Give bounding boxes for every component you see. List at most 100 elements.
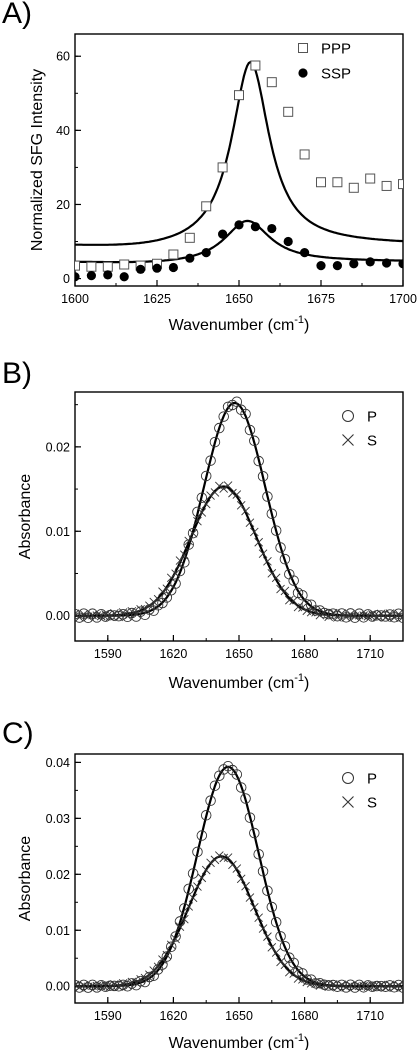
- data-point-p: [279, 940, 291, 952]
- data-point-p: [266, 508, 278, 520]
- data-point-s: [236, 874, 246, 884]
- data-point-s: [197, 508, 207, 517]
- data-point-p: [231, 396, 243, 407]
- data-point-p: [144, 971, 155, 983]
- x-axis-title-main: Wavenumber (cm: [169, 1035, 295, 1050]
- data-point-ppp: [348, 182, 359, 193]
- data-point-ppp: [266, 77, 277, 88]
- data-point-s: [249, 527, 259, 537]
- data-point-s: [223, 853, 233, 862]
- data-point-ppp: [119, 259, 130, 270]
- data-point-p: [200, 470, 212, 482]
- data-point-p: [187, 527, 199, 539]
- plot-area: [75, 60, 403, 282]
- data-point-s: [110, 609, 119, 618]
- data-point-ssp: [316, 261, 326, 271]
- data-point-s: [267, 942, 277, 952]
- data-point-p: [170, 931, 181, 942]
- data-point-s: [271, 948, 281, 957]
- legend-label-p: P: [367, 409, 377, 426]
- data-point-s: [88, 981, 97, 991]
- data-point-s: [263, 932, 272, 941]
- x-tick-label: 1650: [225, 292, 253, 306]
- data-point-ssp: [283, 236, 293, 247]
- data-point-ssp: [365, 257, 375, 267]
- data-point-s: [96, 611, 106, 621]
- data-point-p: [113, 610, 124, 622]
- data-point-p: [375, 610, 387, 621]
- data-point-s: [184, 902, 194, 911]
- y-tick-label: 0.02: [46, 440, 70, 454]
- data-point-ppp: [316, 177, 326, 188]
- legend-label-p: P: [367, 771, 377, 788]
- data-point-p: [183, 883, 194, 895]
- data-point-s: [114, 982, 124, 991]
- data-point-s: [197, 873, 207, 883]
- data-point-s: [363, 612, 373, 621]
- data-point-p: [109, 610, 120, 621]
- data-point-p: [292, 966, 304, 977]
- data-point-s: [193, 882, 202, 891]
- data-point-s: [254, 913, 263, 923]
- x-tick-label: 1620: [159, 1009, 187, 1023]
- data-point-s: [315, 610, 325, 620]
- data-point-s: [140, 973, 150, 983]
- data-point-ssp: [136, 264, 146, 274]
- legend-marker-s: [342, 796, 354, 808]
- legend-label-s: S: [367, 433, 377, 450]
- data-point-s: [201, 499, 211, 509]
- x-tick-label: 1650: [225, 647, 253, 661]
- data-point-p: [205, 455, 216, 466]
- data-point-ssp: [234, 220, 244, 230]
- x-axis-title-sup: -1: [294, 672, 304, 684]
- data-point-p: [249, 435, 260, 447]
- y-tick-label: 0.03: [46, 812, 70, 826]
- data-point-s: [232, 864, 242, 873]
- data-point-s: [298, 603, 307, 612]
- data-point-p: [275, 542, 286, 553]
- data-point-ppp: [201, 201, 212, 212]
- data-point-s: [201, 865, 211, 875]
- data-point-s: [394, 980, 403, 990]
- data-point-s: [372, 612, 382, 622]
- data-point-s: [245, 518, 255, 527]
- data-point-p: [244, 812, 256, 823]
- data-point-ssp: [75, 272, 80, 282]
- data-point-s: [75, 613, 84, 622]
- data-point-ssp: [103, 270, 113, 280]
- data-point-s: [328, 980, 338, 989]
- data-point-p: [209, 436, 221, 448]
- data-point-s: [394, 609, 403, 619]
- data-point-s: [149, 597, 159, 607]
- data-point-s: [333, 983, 342, 992]
- data-point-ssp: [218, 229, 228, 239]
- legend-marker-ssp: [298, 68, 308, 78]
- data-point-s: [311, 608, 320, 617]
- y-tick-label: 0.01: [46, 525, 70, 539]
- fit-curve-ppp: [75, 60, 403, 246]
- y-tick-label: 0.02: [46, 868, 70, 882]
- y-tick-label: 0.00: [46, 980, 70, 994]
- data-point-s: [341, 612, 351, 622]
- data-point-s: [241, 506, 250, 516]
- data-point-s: [311, 979, 320, 988]
- legend-marker-p: [342, 772, 354, 784]
- x-tick-label: 1680: [291, 1009, 319, 1023]
- panel-label: C): [2, 717, 34, 750]
- data-point-p: [196, 830, 208, 841]
- data-point-ssp: [185, 253, 195, 263]
- data-point-s: [79, 980, 89, 990]
- data-point-s: [153, 962, 163, 972]
- x-axis-title-tail: ): [304, 1035, 309, 1050]
- data-point-p: [249, 827, 260, 839]
- x-axis-title-main: Wavenumber (cm: [169, 317, 295, 334]
- plot-frame: [74, 391, 404, 642]
- data-point-ssp: [398, 259, 403, 269]
- y-axis-title: Absorbance: [17, 836, 34, 921]
- data-point-p: [266, 901, 278, 913]
- data-point-s: [324, 982, 333, 992]
- x-tick-label: 1600: [61, 292, 89, 306]
- y-axis-title: Absorbance: [17, 474, 34, 559]
- data-point-s: [385, 980, 395, 990]
- data-point-s: [368, 981, 377, 990]
